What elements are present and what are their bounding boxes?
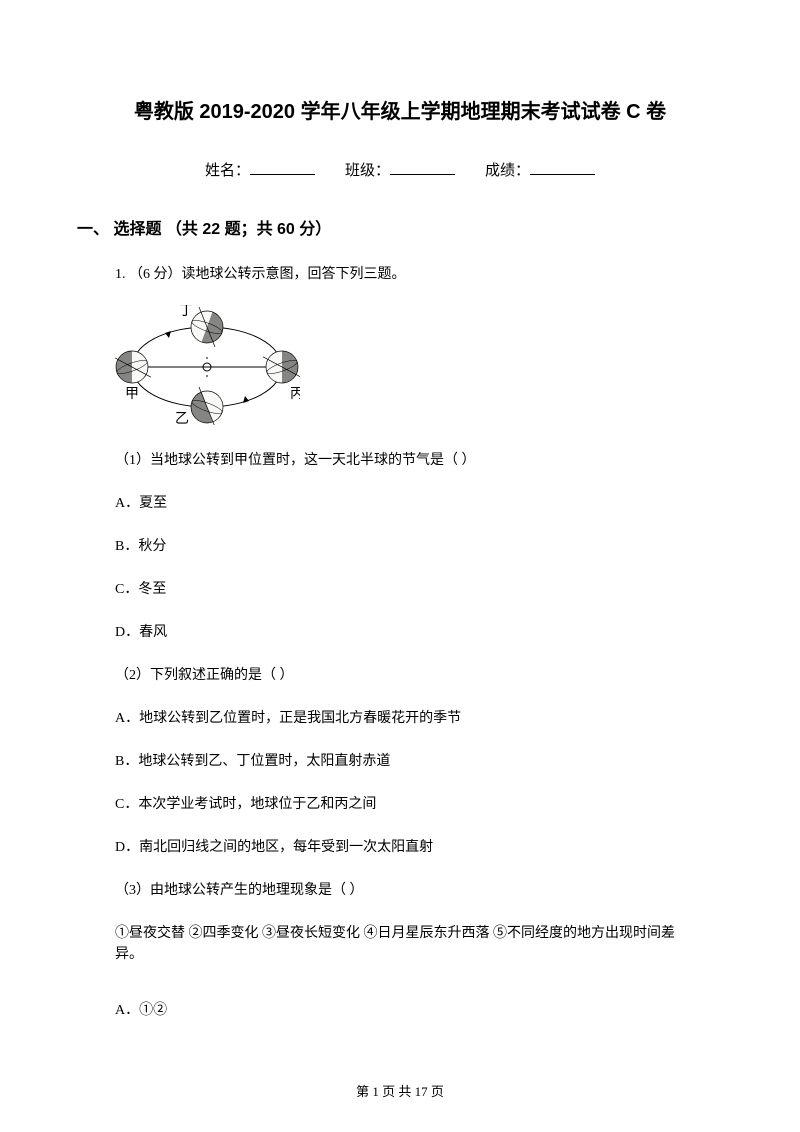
- class-label: 班级：: [345, 163, 390, 179]
- q1-sub1-a: A．夏至: [115, 493, 700, 514]
- q1-intro: 1. （6 分）读地球公转示意图，回答下列三题。: [115, 264, 700, 285]
- diagram-label-right: 丙: [290, 387, 300, 402]
- q1-sub1-c: C．冬至: [115, 579, 700, 600]
- q1-sub3-a: A．①②: [115, 1000, 700, 1021]
- q1-sub1: （1）当地球公转到甲位置时，这一天北半球的节气是（ ）: [115, 450, 700, 471]
- score-blank: [530, 159, 595, 175]
- q1-sub1-d: D．春风: [115, 622, 700, 643]
- q1-sub2-d: D．南北回归线之间的地区，每年受到一次太阳直射: [115, 837, 700, 858]
- class-blank: [390, 159, 455, 175]
- page-footer: 第 1 页 共 17 页: [0, 1081, 800, 1100]
- orbit-diagram: 丁 甲 乙 丙: [115, 305, 700, 430]
- q1-sub2-b: B．地球公转到乙、丁位置时，太阳直射赤道: [115, 751, 700, 772]
- section-header: 一、 选择题 （共 22 题；共 60 分）: [77, 215, 700, 239]
- name-blank: [250, 159, 315, 175]
- diagram-label-bottom: 乙: [175, 411, 189, 425]
- q1-sub3: （3）由地球公转产生的地理现象是（ ）: [115, 880, 700, 901]
- diagram-label-left: 甲: [125, 387, 139, 402]
- diagram-label-top: 丁: [179, 305, 193, 319]
- q1-sub1-b: B．秋分: [115, 536, 700, 557]
- q1-sub3-items: ①昼夜交替 ②四季变化 ③昼夜长短变化 ④日月星辰东升西落 ⑤不同经度的地方出现…: [115, 923, 700, 965]
- q1-sub2-a: A．地球公转到乙位置时，正是我国北方春暖花开的季节: [115, 708, 700, 729]
- info-line: 姓名： 班级： 成绩：: [100, 159, 700, 180]
- name-label: 姓名：: [205, 163, 250, 179]
- q1-sub2-c: C．本次学业考试时，地球位于乙和丙之间: [115, 794, 700, 815]
- q1-sub2: （2）下列叙述正确的是（ ）: [115, 665, 700, 686]
- page-title: 粤教版 2019-2020 学年八年级上学期地理期末考试试卷 C 卷: [100, 95, 700, 124]
- score-label: 成绩：: [485, 163, 530, 179]
